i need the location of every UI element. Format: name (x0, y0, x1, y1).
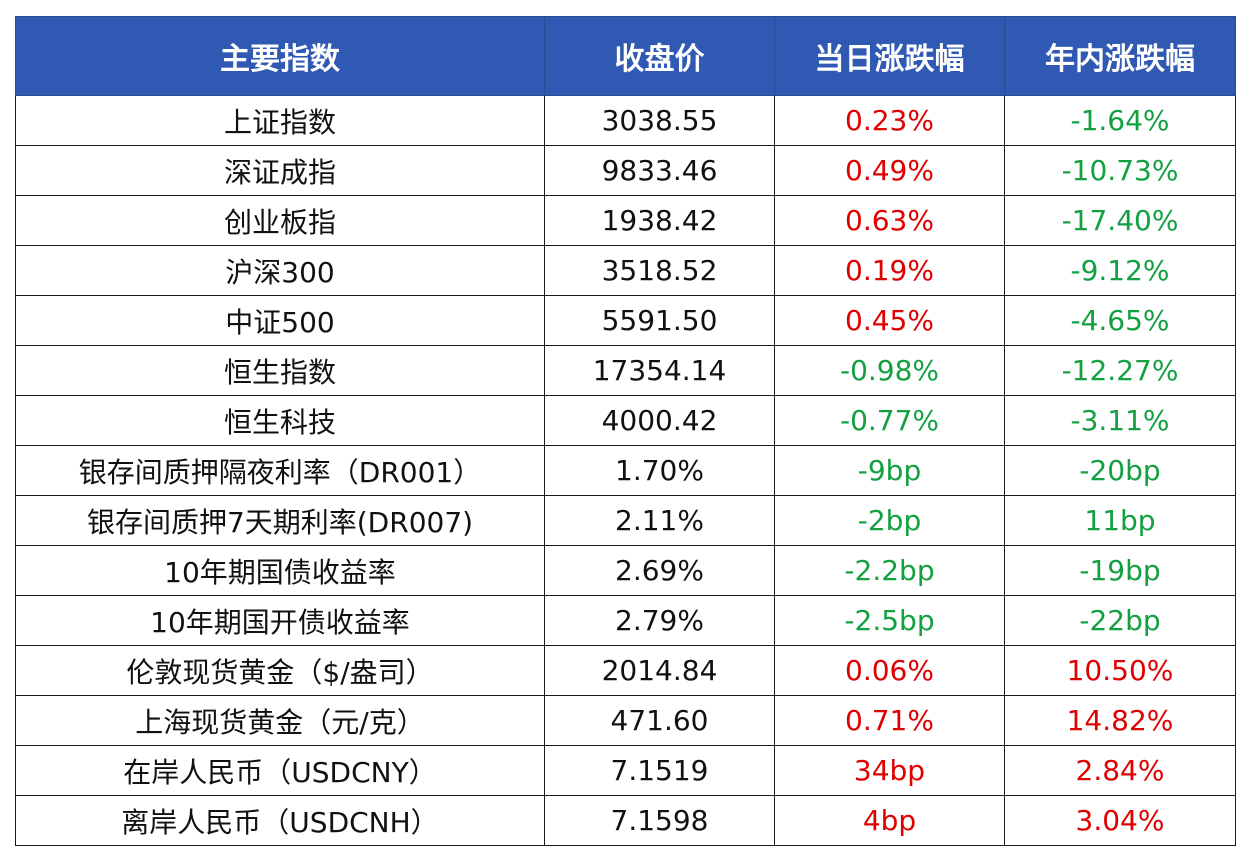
cell-close-price: 3518.52 (544, 245, 775, 296)
cell-ytd-change: -4.65% (1004, 295, 1236, 346)
cell-daily-change: -9bp (774, 445, 1005, 496)
table-row: 沪深300 3518.52 0.19% -9.12% (15, 245, 1236, 296)
table-row: 恒生科技 4000.42 -0.77% -3.11% (15, 395, 1236, 446)
cell-ytd-change: -1.64% (1004, 95, 1236, 146)
cell-daily-change: 34bp (774, 745, 1005, 796)
cell-daily-change: -2.2bp (774, 545, 1005, 596)
cell-close-price: 2.79% (544, 595, 775, 646)
table-row: 中证500 5591.50 0.45% -4.65% (15, 295, 1236, 346)
table-row: 银存间质押隔夜利率（DR001） 1.70% -9bp -20bp (15, 445, 1236, 496)
cell-close-price: 7.1519 (544, 745, 775, 796)
cell-close-price: 3038.55 (544, 95, 775, 146)
market-index-table: 主要指数 收盘价 当日涨跌幅 年内涨跌幅 上证指数 3038.55 0.23% -1.… (15, 16, 1236, 846)
cell-daily-change: -0.77% (774, 395, 1005, 446)
cell-index-name: 离岸人民币（USDCNH） (15, 795, 545, 846)
cell-ytd-change: -17.40% (1004, 195, 1236, 246)
table-row: 在岸人民币（USDCNY） 7.1519 34bp 2.84% (15, 745, 1236, 796)
cell-daily-change: -2bp (774, 495, 1005, 546)
header-index-name: 主要指数 (15, 16, 545, 96)
cell-close-price: 2014.84 (544, 645, 775, 696)
header-ytd-change: 年内涨跌幅 (1004, 16, 1236, 96)
table-header-row: 主要指数 收盘价 当日涨跌幅 年内涨跌幅 (15, 16, 1236, 96)
cell-daily-change: 0.23% (774, 95, 1005, 146)
cell-daily-change: 0.06% (774, 645, 1005, 696)
market-index-table-container: 主要指数 收盘价 当日涨跌幅 年内涨跌幅 上证指数 3038.55 0.23% -1.… (15, 16, 1236, 846)
table-row: 伦敦现货黄金（$/盎司） 2014.84 0.06% 10.50% (15, 645, 1236, 696)
table-row: 深证成指 9833.46 0.49% -10.73% (15, 145, 1236, 196)
cell-index-name: 10年期国开债收益率 (15, 595, 545, 646)
table-row: 恒生指数 17354.14 -0.98% -12.27% (15, 345, 1236, 396)
cell-close-price: 1.70% (544, 445, 775, 496)
cell-index-name: 中证500 (15, 295, 545, 346)
header-daily-change: 当日涨跌幅 (774, 16, 1005, 96)
cell-ytd-change: 3.04% (1004, 795, 1236, 846)
cell-close-price: 2.11% (544, 495, 775, 546)
cell-ytd-change: 11bp (1004, 495, 1236, 546)
cell-close-price: 5591.50 (544, 295, 775, 346)
cell-index-name: 银存间质押隔夜利率（DR001） (15, 445, 545, 496)
cell-close-price: 2.69% (544, 545, 775, 596)
cell-index-name: 沪深300 (15, 245, 545, 296)
cell-close-price: 7.1598 (544, 795, 775, 846)
cell-daily-change: 0.19% (774, 245, 1005, 296)
cell-close-price: 9833.46 (544, 145, 775, 196)
cell-ytd-change: -10.73% (1004, 145, 1236, 196)
cell-ytd-change: -12.27% (1004, 345, 1236, 396)
cell-index-name: 深证成指 (15, 145, 545, 196)
cell-index-name: 创业板指 (15, 195, 545, 246)
cell-ytd-change: 10.50% (1004, 645, 1236, 696)
cell-index-name: 恒生指数 (15, 345, 545, 396)
cell-close-price: 17354.14 (544, 345, 775, 396)
cell-close-price: 471.60 (544, 695, 775, 746)
cell-daily-change: -2.5bp (774, 595, 1005, 646)
cell-daily-change: -0.98% (774, 345, 1005, 396)
table-body: 上证指数 3038.55 0.23% -1.64% 深证成指 9833.46 0.49% -1… (15, 95, 1236, 846)
cell-index-name: 上海现货黄金（元/克） (15, 695, 545, 746)
cell-index-name: 10年期国债收益率 (15, 545, 545, 596)
cell-ytd-change: 2.84% (1004, 745, 1236, 796)
table-row: 10年期国债收益率 2.69% -2.2bp -19bp (15, 545, 1236, 596)
table-row: 上证指数 3038.55 0.23% -1.64% (15, 95, 1236, 146)
table-row: 10年期国开债收益率 2.79% -2.5bp -22bp (15, 595, 1236, 646)
cell-index-name: 上证指数 (15, 95, 545, 146)
cell-ytd-change: -22bp (1004, 595, 1236, 646)
cell-daily-change: 0.71% (774, 695, 1005, 746)
cell-daily-change: 0.63% (774, 195, 1005, 246)
cell-daily-change: 4bp (774, 795, 1005, 846)
cell-ytd-change: -9.12% (1004, 245, 1236, 296)
header-close-price: 收盘价 (544, 16, 775, 96)
cell-ytd-change: -19bp (1004, 545, 1236, 596)
cell-close-price: 4000.42 (544, 395, 775, 446)
table-row: 离岸人民币（USDCNH） 7.1598 4bp 3.04% (15, 795, 1236, 846)
table-row: 上海现货黄金（元/克） 471.60 0.71% 14.82% (15, 695, 1236, 746)
cell-index-name: 伦敦现货黄金（$/盎司） (15, 645, 545, 696)
table-row: 创业板指 1938.42 0.63% -17.40% (15, 195, 1236, 246)
cell-ytd-change: 14.82% (1004, 695, 1236, 746)
cell-daily-change: 0.45% (774, 295, 1005, 346)
cell-close-price: 1938.42 (544, 195, 775, 246)
cell-index-name: 恒生科技 (15, 395, 545, 446)
cell-index-name: 在岸人民币（USDCNY） (15, 745, 545, 796)
table-row: 银存间质押7天期利率(DR007) 2.11% -2bp 11bp (15, 495, 1236, 546)
cell-index-name: 银存间质押7天期利率(DR007) (15, 495, 545, 546)
cell-ytd-change: -3.11% (1004, 395, 1236, 446)
cell-ytd-change: -20bp (1004, 445, 1236, 496)
cell-daily-change: 0.49% (774, 145, 1005, 196)
